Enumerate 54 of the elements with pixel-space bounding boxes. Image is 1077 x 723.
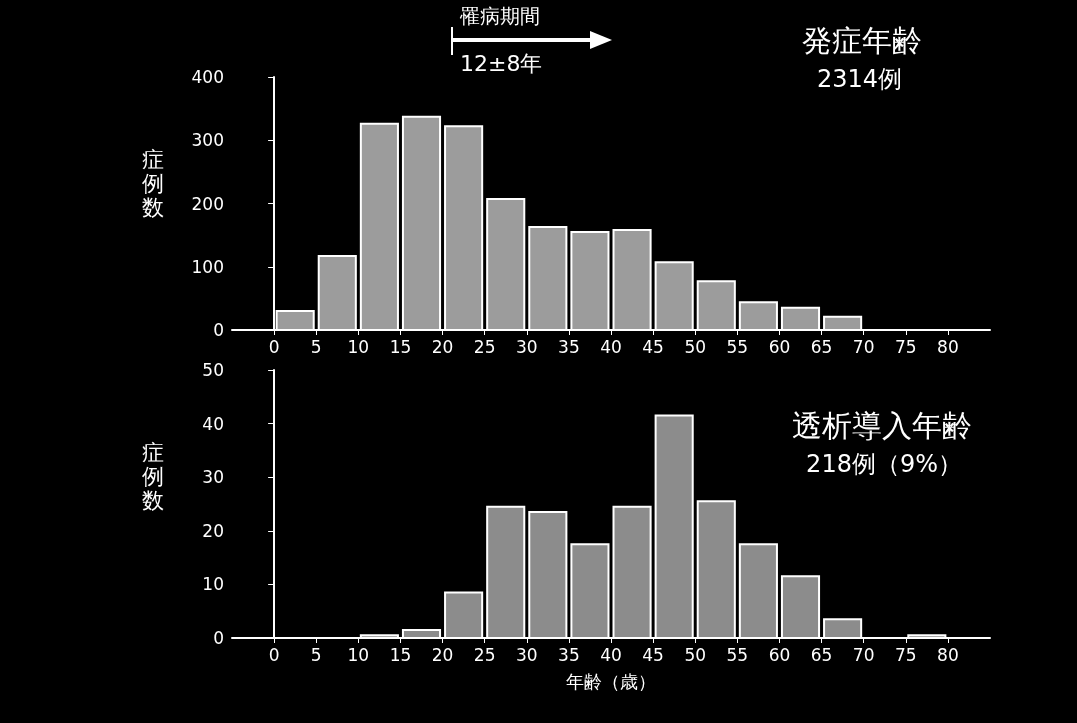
x-tick-label: 70 xyxy=(852,336,875,357)
x-tick-label: 30 xyxy=(515,336,538,357)
x-tick-label: 35 xyxy=(558,336,580,357)
chart-title: 発症年齢 xyxy=(802,22,922,58)
x-tick-label: 30 xyxy=(515,644,538,665)
x-tick-label: 75 xyxy=(894,336,917,357)
x-tick-label: 20 xyxy=(431,644,454,665)
x-tick-label: 55 xyxy=(726,336,749,357)
text: 罹病期間 xyxy=(459,4,540,28)
x-tick-label: 60 xyxy=(768,336,791,357)
x-tick-label: 65 xyxy=(810,336,833,357)
x-tick-label: 65 xyxy=(810,644,833,665)
y-axis-title: 症例数 xyxy=(142,146,164,220)
x-tick-label: 45 xyxy=(642,644,664,665)
y-tick-label: 100 xyxy=(191,256,224,277)
x-tick-label: 40 xyxy=(600,336,622,357)
x-tick-label: 35 xyxy=(558,644,580,665)
x-tick-label: 50 xyxy=(684,336,707,357)
x-tick-label: 25 xyxy=(473,336,496,357)
x-tick-label: 45 xyxy=(642,336,664,357)
y-tick-label: 50 xyxy=(202,360,224,380)
y-tick-label: 20 xyxy=(202,520,224,541)
y-tick-label: 0 xyxy=(213,628,224,648)
x-tick-label: 25 xyxy=(473,644,496,665)
x-tick-label: 60 xyxy=(768,644,791,665)
x-tick-label: 15 xyxy=(389,336,412,357)
x-tick-label: 55 xyxy=(726,644,749,665)
y-tick-label: 0 xyxy=(213,320,224,340)
x-tick-label: 80 xyxy=(937,336,959,357)
x-tick-label: 70 xyxy=(852,644,875,665)
x-tick-label: 20 xyxy=(431,336,454,357)
x-tick-label: 0 xyxy=(268,336,280,357)
text: 透析導入年齢 xyxy=(792,407,972,443)
y-axis-title: 症例数 xyxy=(142,439,164,513)
x-axis-title: 年齢（歳） xyxy=(566,670,656,692)
y-tick-label: 40 xyxy=(202,413,224,434)
x-tick-label: 15 xyxy=(389,644,412,665)
text: 218例（9%） xyxy=(806,450,963,478)
x-tick-label: 50 xyxy=(684,644,707,665)
y-tick-label: 30 xyxy=(202,467,224,488)
text: 12±8年 xyxy=(460,50,543,76)
x-tick-label: 10 xyxy=(347,336,370,357)
x-tick-label: 80 xyxy=(937,644,959,665)
y-tick-label: 200 xyxy=(191,193,224,214)
chart-subtitle: 2314例 xyxy=(816,65,902,93)
x-tick-label: 40 xyxy=(600,644,622,665)
y-tick-label: 10 xyxy=(202,574,224,595)
x-tick-label: 75 xyxy=(894,644,917,665)
x-tick-label: 5 xyxy=(310,644,322,665)
y-tick-label: 300 xyxy=(191,130,224,151)
x-tick-label: 10 xyxy=(347,644,370,665)
x-tick-label: 0 xyxy=(268,644,280,665)
x-tick-label: 5 xyxy=(310,336,322,357)
y-tick-label: 400 xyxy=(191,67,224,87)
